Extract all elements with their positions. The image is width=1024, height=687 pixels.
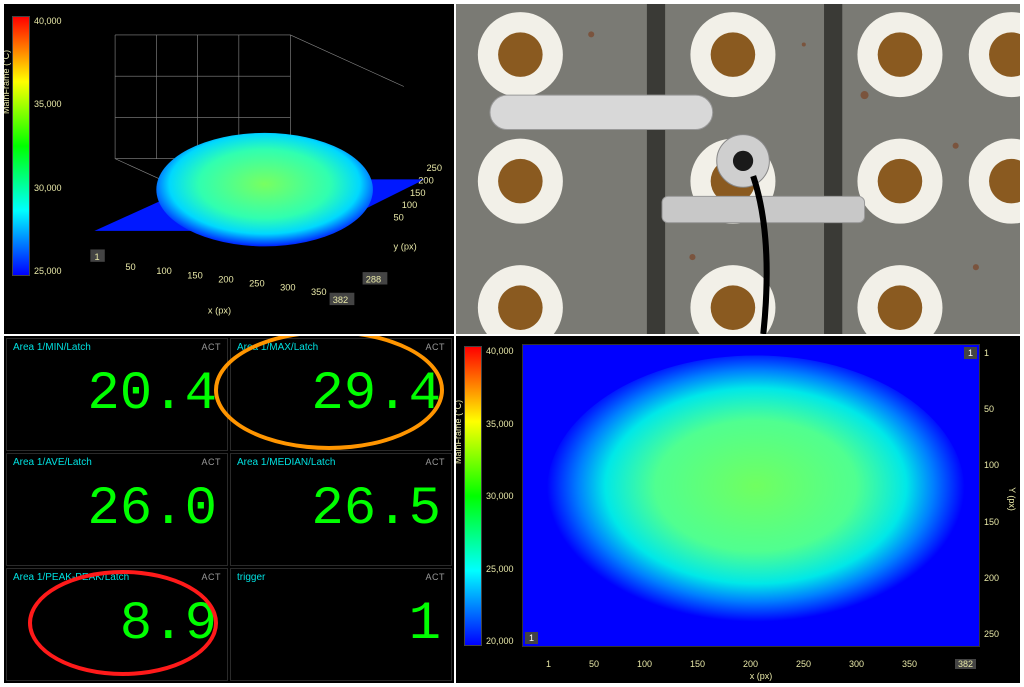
svg-text:100: 100 — [402, 200, 417, 210]
colorbar-2d-label: MainFrame (°C) — [456, 400, 463, 464]
colorbar-2d-ticks: 40,000 35,000 30,000 25,000 20,000 — [486, 346, 514, 646]
readout-act: ACT — [202, 342, 222, 352]
heatmap-ylabel: Y (px) — [1007, 487, 1017, 511]
heatmap-xlabel: x (px) — [546, 671, 976, 681]
cb2d-tick: 25,000 — [486, 564, 514, 574]
cb2d-tick: 40,000 — [486, 346, 514, 356]
svg-text:288: 288 — [366, 274, 381, 284]
plot-3d[interactable]: 50 100 150 200 250 300 350 x (px) 50 100… — [34, 4, 454, 334]
svg-text:250: 250 — [427, 163, 442, 173]
svg-text:200: 200 — [418, 175, 433, 185]
readout-peakpeak: Area 1/PEAK-PEAK/Latch ACT 8.9 — [6, 568, 228, 681]
readout-label: Area 1/MAX/Latch — [237, 342, 318, 353]
xtick: 382 — [955, 659, 976, 669]
svg-text:350: 350 — [311, 287, 326, 297]
readout-act: ACT — [202, 572, 222, 582]
colorbar-2d: MainFrame (°C) — [464, 346, 482, 646]
readout-label: Area 1/MEDIAN/Latch — [237, 457, 335, 468]
readout-ave: Area 1/AVE/Latch ACT 26.0 — [6, 453, 228, 566]
xtick: 1 — [546, 659, 551, 669]
readout-act: ACT — [426, 342, 446, 352]
cb2d-tick: 30,000 — [486, 491, 514, 501]
svg-text:100: 100 — [156, 266, 171, 276]
xtick: 300 — [849, 659, 864, 669]
readout-value: 26.0 — [87, 483, 217, 537]
cb2d-tick: 35,000 — [486, 419, 514, 429]
corner-tag: 1 — [525, 632, 538, 644]
colorbar-3d: MainFrame (°C) — [12, 16, 30, 276]
readout-label: Area 1/PEAK-PEAK/Latch — [13, 572, 129, 583]
readout-trigger: trigger ACT 1 — [230, 568, 452, 681]
panel-camera-photo — [456, 4, 1020, 334]
cb2d-tick: 20,000 — [486, 636, 514, 646]
corner-tag: 1 — [964, 347, 977, 359]
readout-act: ACT — [202, 457, 222, 467]
readout-label: Area 1/AVE/Latch — [13, 457, 92, 468]
readout-value: 1 — [409, 598, 441, 652]
readout-value: 26.5 — [311, 483, 441, 537]
svg-text:1: 1 — [94, 252, 99, 262]
readout-value: 20.4 — [87, 368, 217, 422]
dashboard-root: MainFrame (°C) 40,000 35,000 30,000 25,0… — [0, 0, 1024, 687]
svg-text:x (px): x (px) — [208, 305, 231, 315]
readout-median: Area 1/MEDIAN/Latch ACT 26.5 — [230, 453, 452, 566]
xtick: 100 — [637, 659, 652, 669]
ytick: 250 — [984, 629, 999, 639]
xtick: 250 — [796, 659, 811, 669]
svg-text:300: 300 — [280, 283, 295, 293]
ytick: 150 — [984, 517, 999, 527]
readout-act: ACT — [426, 572, 446, 582]
svg-text:50: 50 — [394, 213, 404, 223]
heatmap-xaxis: 1 50 100 150 200 250 300 350 382 x (px) — [546, 659, 976, 681]
ytick: 200 — [984, 573, 999, 583]
xtick: 50 — [589, 659, 599, 669]
xtick: 150 — [690, 659, 705, 669]
ytick: 50 — [984, 404, 994, 414]
panel-2d-heatmap: MainFrame (°C) 40,000 35,000 30,000 25,0… — [456, 336, 1020, 683]
readout-label: Area 1/MIN/Latch — [13, 342, 91, 353]
ytick: 100 — [984, 460, 999, 470]
svg-text:y (px): y (px) — [394, 241, 417, 251]
heatmap-yaxis: 1 50 100 150 200 250 Y (px) — [984, 348, 1018, 639]
svg-text:50: 50 — [125, 262, 135, 272]
svg-text:382: 382 — [333, 295, 348, 305]
panel-3d-surface: MainFrame (°C) 40,000 35,000 30,000 25,0… — [4, 4, 454, 334]
ytick: 1 — [984, 348, 989, 358]
heatmap-2d[interactable]: 1 1 — [522, 344, 980, 647]
readout-act: ACT — [426, 457, 446, 467]
readout-max: Area 1/MAX/Latch ACT 29.4 — [230, 338, 452, 451]
readout-value: 29.4 — [311, 368, 441, 422]
panel-readouts: Area 1/MIN/Latch ACT 20.4 Area 1/MAX/Lat… — [4, 336, 454, 683]
colorbar-3d-label: MainFrame (°C) — [4, 50, 11, 114]
svg-text:200: 200 — [218, 274, 233, 284]
readout-value: 8.9 — [120, 598, 217, 652]
xtick: 350 — [902, 659, 917, 669]
svg-text:150: 150 — [187, 270, 202, 280]
readout-min: Area 1/MIN/Latch ACT 20.4 — [6, 338, 228, 451]
readout-label: trigger — [237, 572, 265, 583]
svg-text:250: 250 — [249, 279, 264, 289]
svg-text:150: 150 — [410, 188, 425, 198]
xtick: 200 — [743, 659, 758, 669]
